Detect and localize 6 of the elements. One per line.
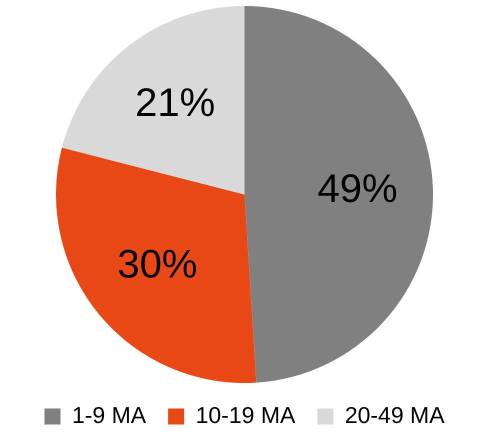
data-label: 49% — [318, 166, 398, 211]
legend-label: 10-19 MA — [196, 402, 296, 428]
data-label: 21% — [135, 81, 216, 126]
legend-label: 1-9 MA — [72, 402, 147, 428]
data-label: 30% — [117, 242, 198, 287]
legend-label: 20-49 MA — [344, 402, 446, 428]
